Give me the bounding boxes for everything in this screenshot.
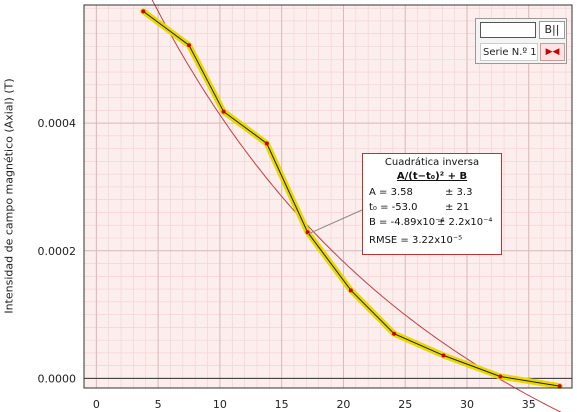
x-tick-label: 30 [460, 398, 474, 411]
y-axis-label: Intensidad de campo magnético (Axial) (T… [2, 78, 16, 314]
data-point [498, 374, 503, 379]
bowtie-icon: ▶◀ [545, 47, 560, 57]
fit-param-t0-error: ± 21 [445, 202, 470, 213]
data-point [187, 43, 192, 48]
data-point [141, 9, 146, 14]
data-point [264, 141, 269, 146]
fit-param-a-error: ± 3.3 [445, 187, 473, 198]
data-point [348, 288, 353, 293]
fit-param-t0: t₀ = -53.0 [369, 202, 418, 213]
data-point [392, 331, 397, 336]
data-line [143, 10, 560, 387]
fit-param-b-error: ± 2.2x10⁻⁴ [437, 217, 493, 228]
y-axis-label-container: Intensidad de campo magnético (Axial) (T… [2, 0, 16, 392]
data-point [221, 109, 226, 114]
x-tick-label: 10 [213, 398, 227, 411]
data-point [441, 353, 446, 358]
y-tick-label: 0.0002 [38, 245, 77, 258]
x-tick-label: 0 [93, 398, 100, 411]
legend-panel: B|| Serie N.º 1 ▶◀ [475, 18, 567, 64]
x-tick-label: 20 [336, 398, 350, 411]
legend-name-input[interactable] [480, 22, 536, 38]
y-tick-label: 0.0000 [38, 372, 77, 385]
parallel-b-button[interactable]: B|| [539, 21, 565, 39]
x-tick-label: 25 [398, 398, 412, 411]
series-color-button[interactable]: ▶◀ [540, 43, 565, 61]
x-tick-label: 5 [155, 398, 162, 411]
fit-param-b: B = -4.89x10⁻⁴ [369, 217, 445, 228]
fit-title: Cuadrática inversa [384, 157, 480, 168]
fit-param-a: A = 3.58 [369, 187, 413, 198]
data-point [557, 384, 562, 389]
fit-formula: A/(t−t₀)² + B [396, 171, 468, 182]
y-tick-label: 0.0004 [38, 117, 77, 130]
x-tick-label: 35 [522, 398, 536, 411]
fit-rmse: RMSE = 3.22x10⁻⁵ [369, 235, 463, 246]
plot-frame [83, 4, 573, 389]
fit-leader-line [307, 209, 363, 235]
series-dropdown[interactable]: Serie N.º 1 [480, 43, 538, 61]
curve-fit-box[interactable]: Cuadrática inversa A/(t−t₀)² + B A = 3.5… [362, 153, 502, 255]
x-tick-label: 15 [275, 398, 289, 411]
